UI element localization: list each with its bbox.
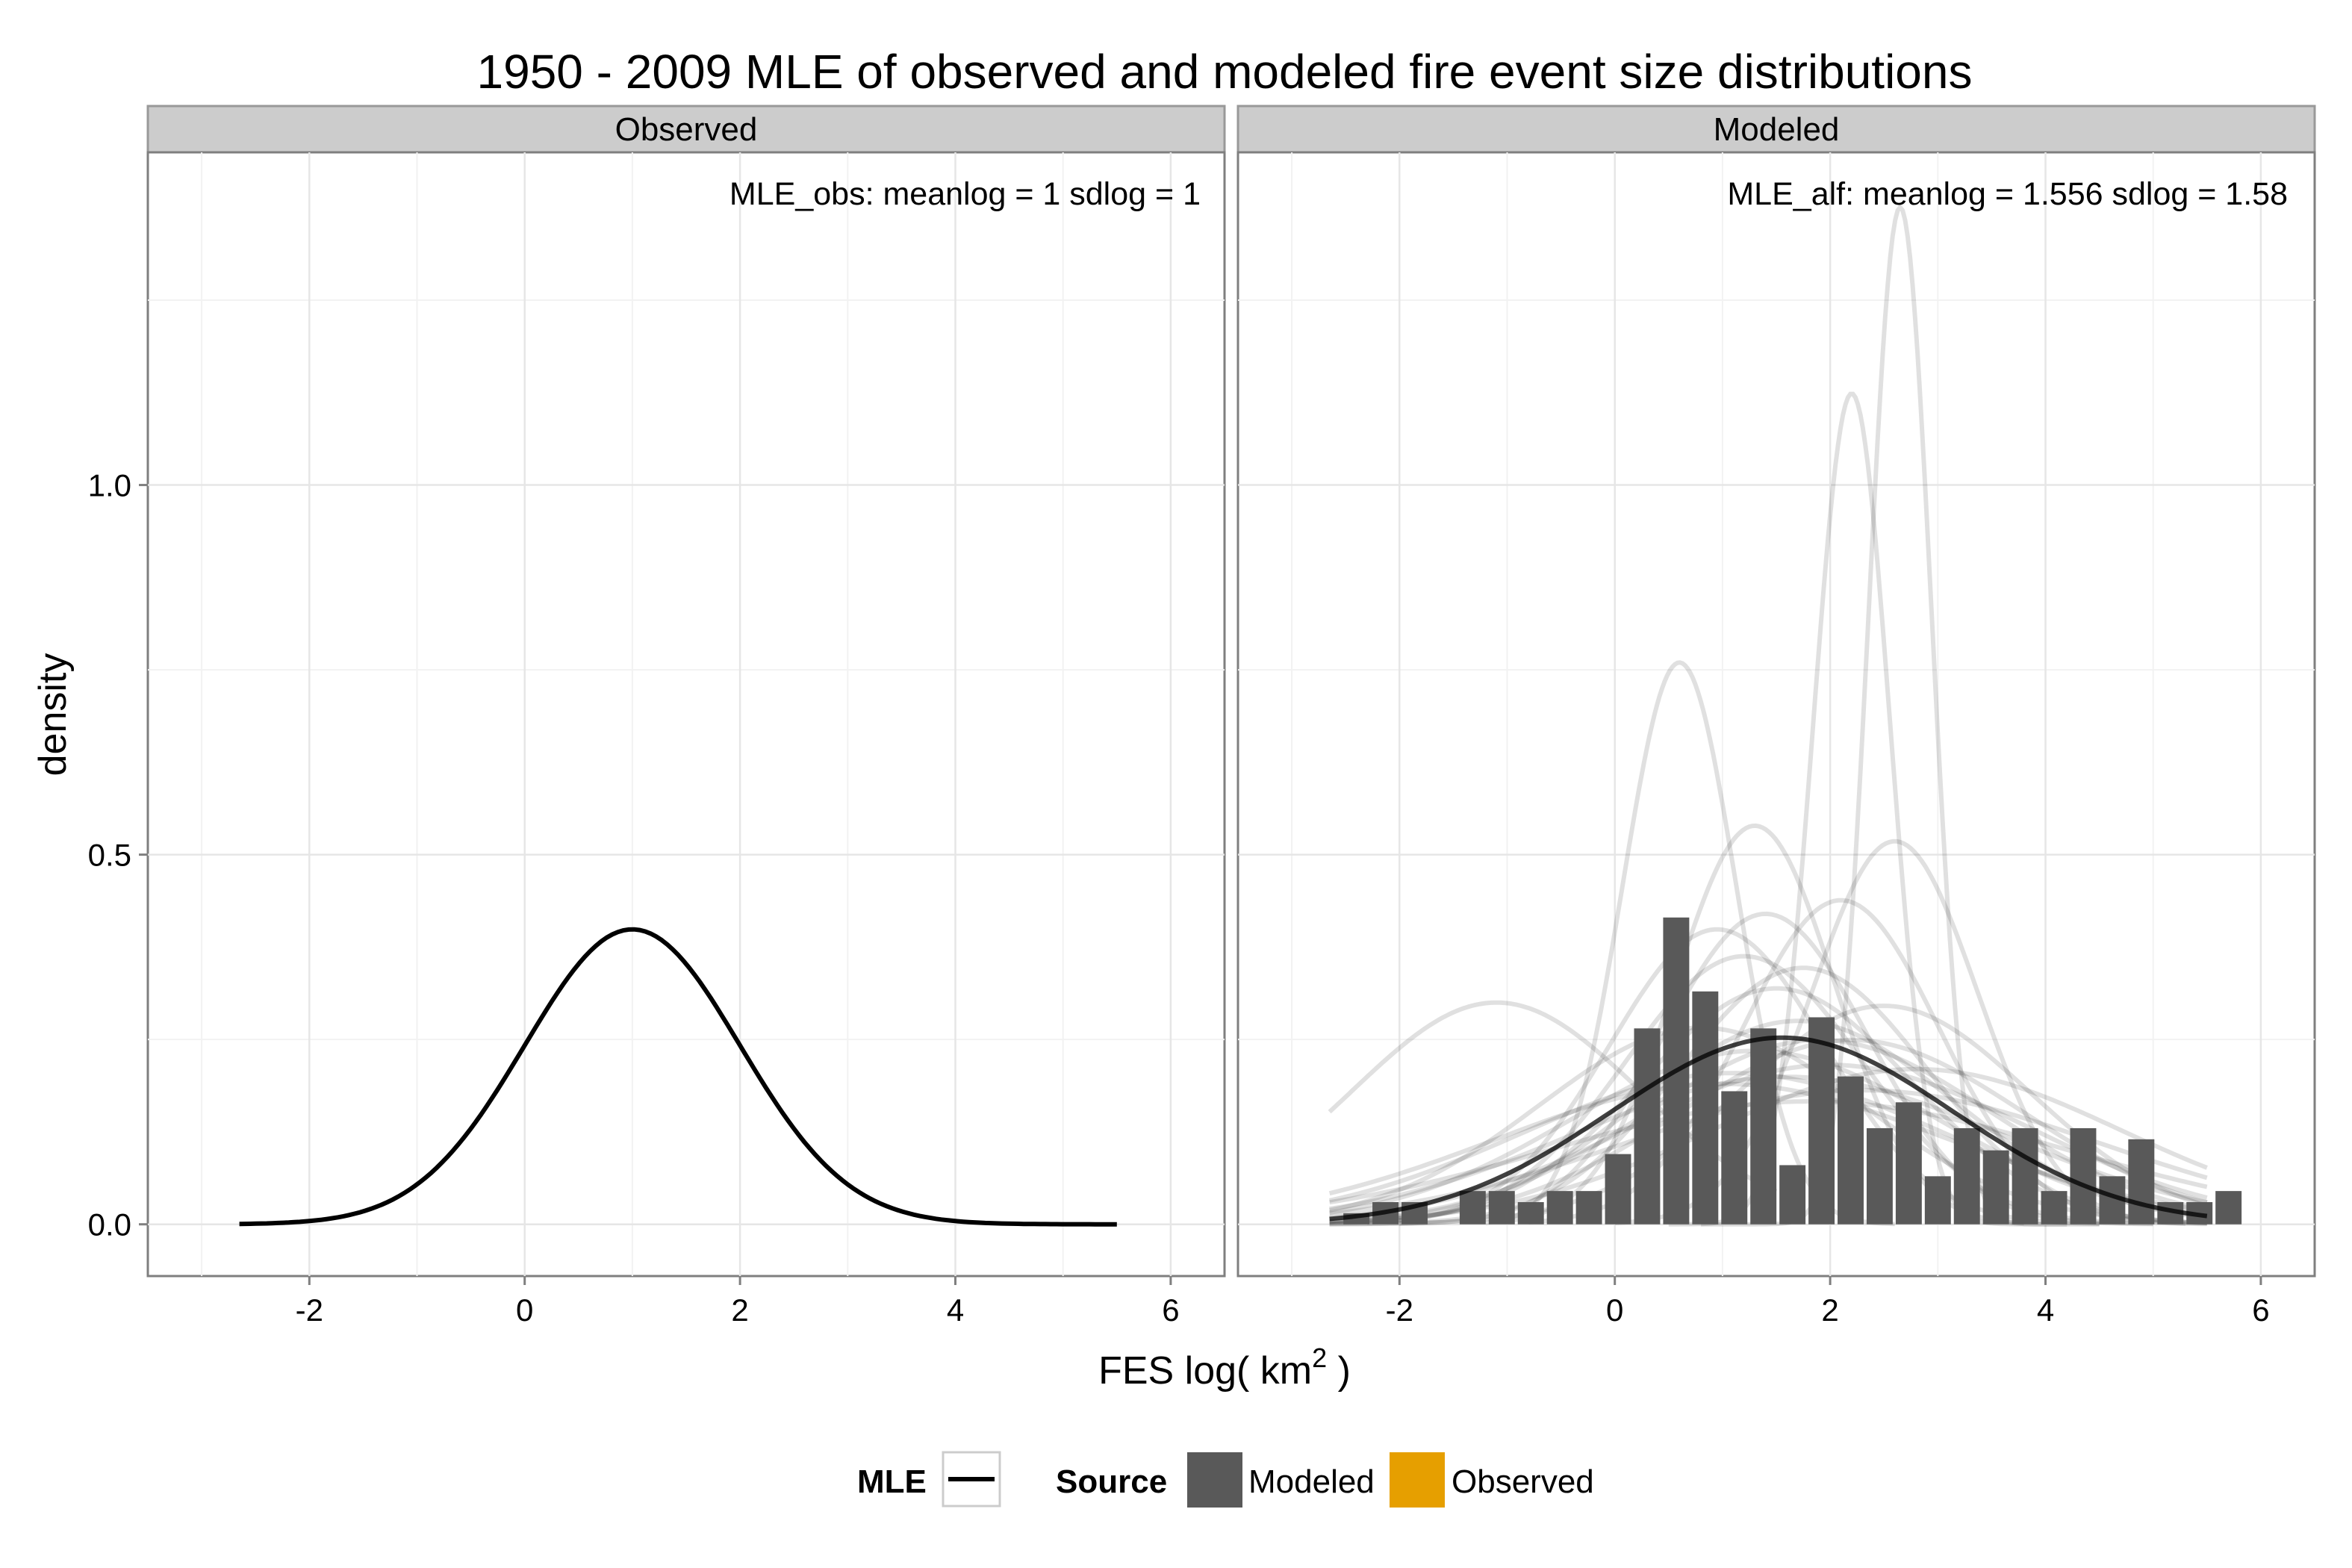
y-tick-label: 0.0	[88, 1207, 131, 1242]
annotation-modeled: MLE_alf: meanlog = 1.556 sdlog = 1.58	[1727, 176, 2288, 212]
legend-label-observed: Observed	[1452, 1463, 1594, 1500]
y-axis: 0.0 0.5 1.0	[88, 468, 148, 1242]
x-tick-label: 2	[1821, 1292, 1838, 1328]
strip-background-modeled	[1236, 105, 2316, 154]
x-tick-label: 4	[2037, 1292, 2054, 1328]
x-tick-label: 2	[731, 1292, 748, 1328]
panel-observed: Observed MLE_obs: meanlog = 1 sdlog = 1	[146, 105, 1226, 1278]
x-tick-label: 6	[1162, 1292, 1179, 1328]
histogram-bar-9	[1605, 1154, 1631, 1225]
histogram-bar-27	[2128, 1139, 2155, 1225]
sample-density-curve-6	[1399, 927, 2100, 1226]
x-tick-label: -2	[296, 1292, 323, 1328]
histogram-bar-24	[2041, 1191, 2068, 1225]
histogram-bar-16	[1808, 1017, 1835, 1225]
x-axis-observed: -2 0 2 4 6	[296, 1276, 1180, 1328]
histogram-bar-7	[1546, 1191, 1573, 1225]
legend-key-modeled	[1187, 1452, 1242, 1508]
histogram-bar-17	[1838, 1076, 1864, 1225]
histogram-bar-14	[1750, 1028, 1777, 1225]
histogram-bar-15	[1779, 1165, 1806, 1225]
x-axis-label: FES log( km2 )	[1098, 1343, 1351, 1393]
histogram-bar-10	[1634, 1028, 1661, 1225]
histogram-bar-22	[1982, 1150, 2009, 1225]
legend-title-mle: MLE	[857, 1463, 927, 1500]
x-tick-label: 0	[1606, 1292, 1623, 1328]
histogram-bar-8	[1575, 1191, 1602, 1225]
x-tick-label: 0	[516, 1292, 533, 1328]
histogram-bar-4	[1459, 1191, 1486, 1225]
histogram-bar-6	[1517, 1201, 1544, 1225]
histogram-bar-30	[2215, 1191, 2242, 1225]
data-modeled	[1328, 203, 2242, 1227]
strip-label-modeled: Modeled	[1714, 111, 1840, 148]
mle-curve-modeled	[1329, 1035, 2208, 1222]
histogram-bar-12	[1692, 991, 1719, 1225]
x-tick-label: 6	[2252, 1292, 2269, 1328]
x-tick-label: 4	[947, 1292, 964, 1328]
legend-title-source: Source	[1056, 1463, 1167, 1500]
x-axis-label-end: )	[1327, 1349, 1351, 1393]
histogram-bar-20	[1924, 1176, 1951, 1225]
annotation-observed: MLE_obs: meanlog = 1 sdlog = 1	[729, 176, 1201, 212]
histogram-bar-25	[2070, 1127, 2097, 1225]
strip-background-observed	[146, 105, 1226, 154]
strip-label-observed: Observed	[615, 111, 758, 148]
y-tick-label: 0.5	[88, 838, 131, 873]
histogram-bar-19	[1895, 1102, 1922, 1225]
chart-title: 1950 - 2009 MLE of observed and modeled …	[477, 45, 1973, 99]
histogram-bar-23	[2012, 1127, 2038, 1225]
histogram-bar-18	[1866, 1127, 1893, 1225]
panel-modeled: Modeled MLE_alf: meanlog = 1.556 sdlog =…	[1236, 105, 2316, 1278]
histogram-bar-21	[1953, 1127, 1980, 1225]
x-axis-label-superscript: 2	[1312, 1343, 1327, 1373]
x-axis-modeled: -2 0 2 4 6	[1386, 1276, 2270, 1328]
x-axis-label-main: FES log( km	[1098, 1349, 1312, 1393]
y-axis-label: density	[31, 653, 75, 777]
legend-key-observed	[1390, 1452, 1445, 1508]
grid-observed	[148, 152, 1225, 1276]
histogram-bar-5	[1488, 1191, 1515, 1225]
mle-curve-observed	[239, 927, 1117, 1227]
histogram-bar-13	[1721, 1091, 1748, 1225]
x-tick-label: -2	[1386, 1292, 1413, 1328]
legend-label-modeled: Modeled	[1248, 1463, 1375, 1500]
legend: MLE Source Modeled Observed	[857, 1451, 1594, 1508]
data-observed	[239, 927, 1117, 1227]
y-tick-label: 1.0	[88, 468, 131, 503]
plot-area-observed	[146, 151, 1226, 1278]
